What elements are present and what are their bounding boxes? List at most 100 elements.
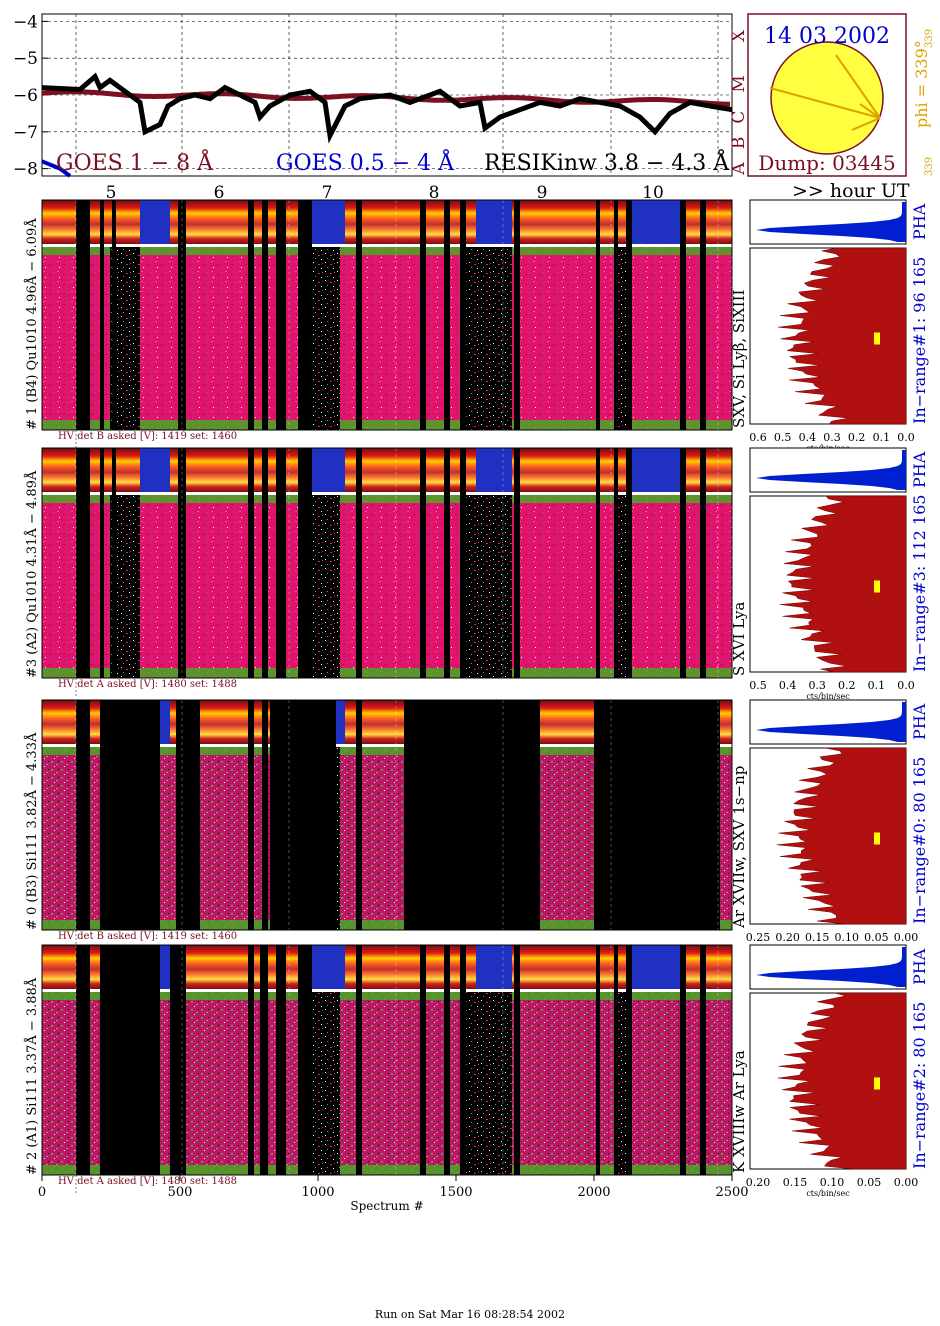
data-gap bbox=[260, 945, 266, 1175]
hour-tick-label: 6 bbox=[214, 183, 225, 203]
strip-blue-region bbox=[476, 448, 512, 492]
strip-separator bbox=[42, 989, 732, 992]
pha-tick-label: 0.6 bbox=[749, 431, 767, 444]
pha-label: PHA bbox=[910, 703, 929, 740]
data-gap bbox=[276, 200, 286, 430]
pha-tick-label: 0.10 bbox=[820, 1176, 845, 1189]
pha-label: PHA bbox=[910, 451, 929, 488]
x-tick-label: 0 bbox=[38, 1185, 46, 1200]
data-gap bbox=[444, 945, 450, 1175]
data-gap bbox=[112, 200, 116, 430]
line-label: SXV, Si Lyβ, SiXIII bbox=[730, 289, 748, 428]
data-gap bbox=[596, 200, 600, 430]
spectrum-sparse-region bbox=[466, 992, 512, 1175]
panel-frame bbox=[41, 944, 733, 1176]
inrange-label: In−range#1: 96 165 bbox=[910, 257, 929, 424]
hv-label: HV det A asked [V]: 1480 set: 1488 bbox=[58, 1176, 237, 1187]
data-gap bbox=[356, 945, 362, 1175]
goes-class-b: B bbox=[729, 137, 749, 150]
data-gap bbox=[76, 200, 90, 430]
data-gap bbox=[100, 448, 104, 678]
pha-histogram bbox=[756, 702, 906, 742]
inrange-label: In−range#2: 80 165 bbox=[910, 1002, 929, 1169]
pha-label: PHA bbox=[910, 203, 929, 240]
goes-ytick-label: −6 bbox=[13, 86, 38, 106]
pha-tick-label: 0.00 bbox=[894, 931, 919, 944]
data-gap bbox=[404, 700, 540, 930]
run-footer: Run on Sat Mar 16 08:28:54 2002 bbox=[374, 1308, 566, 1321]
hour-tick-label: 7 bbox=[322, 183, 333, 203]
data-gap bbox=[112, 448, 116, 678]
data-gap bbox=[100, 700, 104, 930]
spectrum-top-band bbox=[42, 747, 732, 755]
panel-frame bbox=[41, 447, 733, 679]
strip-blue-region bbox=[632, 945, 686, 989]
data-gap bbox=[596, 448, 600, 678]
data-gap bbox=[262, 700, 268, 930]
data-gap bbox=[626, 200, 632, 430]
data-gap bbox=[176, 700, 200, 930]
data-gap bbox=[614, 945, 618, 1175]
hour-ut-label: >> hour UT bbox=[792, 180, 910, 202]
strip-separator bbox=[42, 744, 732, 747]
data-gap bbox=[170, 945, 180, 1175]
x-tick-label: 2000 bbox=[577, 1185, 610, 1200]
pha-tick-label: 0.20 bbox=[775, 931, 800, 944]
hour-ticks: 5 6 7 8 9 10 bbox=[106, 183, 664, 203]
sun-vector bbox=[769, 87, 881, 119]
pha-tick-label: 0.25 bbox=[746, 931, 771, 944]
spectrum-top-band bbox=[42, 495, 732, 503]
hv-label: HV det A asked [V]: 1480 set: 1488 bbox=[58, 679, 237, 690]
x-tick-label: 500 bbox=[168, 1185, 193, 1200]
channel-label: # 0 (B3) Si111 3.82Å − 4.33Å bbox=[24, 732, 40, 930]
pha-tick-label: 0.0 bbox=[897, 431, 915, 444]
goes-legend-1-8: GOES 1 − 8 Å bbox=[56, 148, 214, 176]
x-axis-label: Spectrum # bbox=[350, 1199, 423, 1213]
inrange-label: In−range#3: 112 165 bbox=[910, 495, 929, 672]
pha-unit-label: cts/bin/sec bbox=[806, 692, 850, 701]
pha-tick-label: 0.1 bbox=[873, 431, 891, 444]
data-gap bbox=[700, 448, 706, 678]
spectrum-sparse-region bbox=[466, 247, 512, 430]
pha-label: PHA bbox=[910, 948, 929, 985]
pha-unit-label: cts/bin/sec bbox=[806, 1189, 850, 1198]
goes-class-x: X bbox=[729, 29, 749, 42]
hour-tick-label: 5 bbox=[106, 183, 117, 203]
spectrum-bottom-band bbox=[42, 668, 732, 678]
phi-label: phi = 339° bbox=[912, 40, 931, 128]
data-gap bbox=[76, 945, 90, 1175]
sun-dump: Dump: 03445 bbox=[758, 151, 895, 175]
pha-tick-label: 0.0 bbox=[897, 679, 915, 692]
data-gap bbox=[262, 448, 268, 678]
strip-blue-region bbox=[312, 448, 345, 492]
pha-tick-label: 0.5 bbox=[774, 431, 792, 444]
panel-ch0: HV det B asked [V]: 1419 set: 1460 # 0 (B… bbox=[24, 699, 929, 953]
data-gap bbox=[460, 945, 466, 1175]
sun-date: 14 03 2002 bbox=[764, 24, 890, 49]
data-gap bbox=[276, 448, 286, 678]
pha-tick-label: 0.20 bbox=[746, 1176, 771, 1189]
data-gap bbox=[262, 200, 268, 430]
strip-blue-region bbox=[140, 448, 170, 492]
phi-sub: 339 bbox=[924, 29, 935, 48]
strip-blue-region bbox=[632, 448, 686, 492]
panel-frame bbox=[41, 699, 733, 931]
channel-label: # 1 (B4) Qu1010 4.96Å − 6.09Å bbox=[24, 218, 40, 430]
pha-tick-label: 0.2 bbox=[848, 431, 866, 444]
panel-ch3: HV det A asked [V]: 1480 set: 1488 #3 (A2… bbox=[24, 447, 929, 701]
sun-disk bbox=[770, 41, 884, 155]
data-gap bbox=[276, 945, 286, 1175]
pha-tick-label: 0.05 bbox=[857, 1176, 882, 1189]
data-gap bbox=[270, 700, 336, 930]
goes-05-4-curve bbox=[41, 159, 72, 178]
strip-blue-region bbox=[476, 945, 512, 989]
pha-histogram bbox=[756, 202, 906, 242]
strip-separator bbox=[42, 244, 732, 247]
pha-tick-label: 0.15 bbox=[805, 931, 830, 944]
pha-tick-label: 0.4 bbox=[779, 679, 797, 692]
data-gap bbox=[248, 700, 254, 930]
data-gap bbox=[680, 200, 686, 430]
goes-ytick-label: −7 bbox=[13, 123, 38, 143]
x-axis: 0 500 1000 1500 2000 2500 bbox=[38, 1175, 749, 1200]
